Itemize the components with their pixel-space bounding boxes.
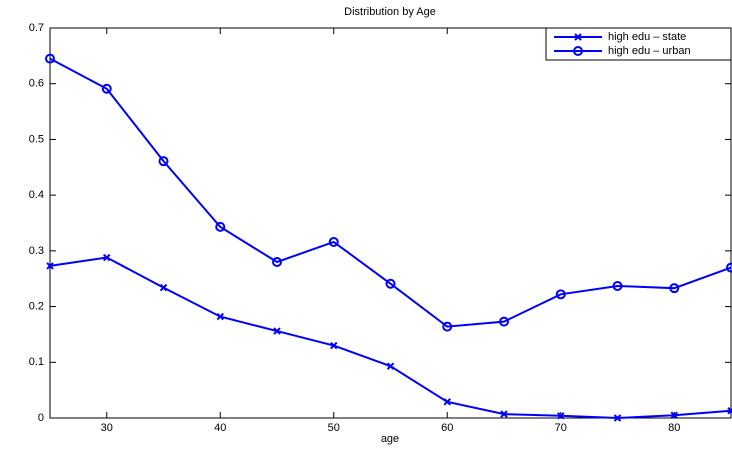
x-tick-label: 40 xyxy=(214,422,226,434)
x-tick-label: 60 xyxy=(441,422,453,434)
marker xyxy=(669,283,680,294)
marker xyxy=(443,398,451,406)
marker xyxy=(101,83,112,94)
marker xyxy=(45,53,55,64)
marker xyxy=(612,280,623,291)
y-tick-label: 0.4 xyxy=(29,189,44,201)
y-tick-label: 0.3 xyxy=(29,245,44,257)
marker xyxy=(386,362,395,370)
marker xyxy=(500,410,508,418)
x-tick-label: 70 xyxy=(555,422,567,434)
marker xyxy=(727,407,732,415)
marker xyxy=(328,236,339,247)
marker xyxy=(158,156,169,167)
chart-title: Distribution by Age xyxy=(344,6,436,18)
marker xyxy=(159,283,168,292)
y-tick-label: 0.6 xyxy=(29,78,44,90)
y-tick-label: 0.2 xyxy=(29,300,44,312)
y-tick-label: 0.7 xyxy=(29,22,44,34)
series-line xyxy=(49,57,732,328)
marker xyxy=(272,257,282,267)
y-tick-label: 0.5 xyxy=(29,133,44,145)
x-tick-label: 50 xyxy=(328,422,340,434)
y-tick-label: 0 xyxy=(38,412,44,424)
marker xyxy=(557,412,565,420)
marker xyxy=(216,312,224,321)
marker xyxy=(215,221,226,232)
x-axis-label: age xyxy=(381,433,399,445)
marker xyxy=(613,414,622,422)
legend-label: high edu – urban xyxy=(608,45,691,57)
marker xyxy=(574,33,582,41)
marker xyxy=(273,327,281,335)
x-tick-label: 80 xyxy=(668,422,680,434)
marker xyxy=(499,316,509,327)
marker xyxy=(442,321,453,332)
marker xyxy=(726,262,732,273)
marker xyxy=(385,278,396,289)
x-tick-label: 30 xyxy=(101,422,113,434)
plot-area xyxy=(49,27,732,419)
marker xyxy=(46,262,54,270)
marker xyxy=(670,411,678,419)
y-tick-label: 0.1 xyxy=(29,356,44,368)
marker xyxy=(573,46,583,56)
marker xyxy=(103,253,111,262)
marker xyxy=(330,341,338,350)
legend-label: high edu – state xyxy=(608,31,686,43)
marker xyxy=(555,289,566,300)
